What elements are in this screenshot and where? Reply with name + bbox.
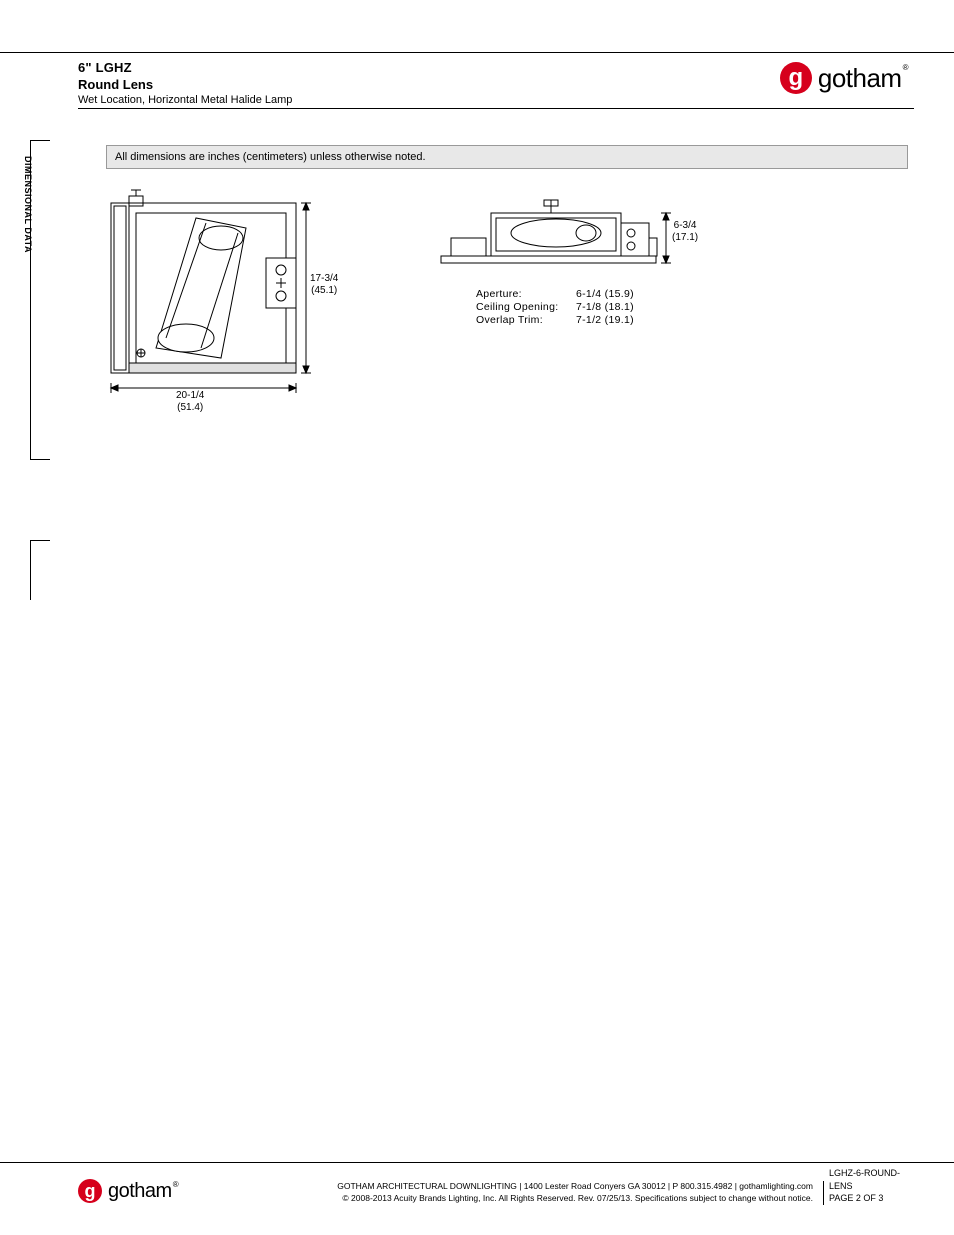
footer-line2: © 2008-2013 Acuity Brands Lighting, Inc.…	[324, 1193, 813, 1205]
product-subtitle: Round Lens	[78, 77, 292, 92]
side-tab-box	[30, 140, 50, 460]
diagram-right: 6-3/4(17.1)	[436, 188, 696, 283]
footer-page: PAGE 2 OF 3	[829, 1192, 914, 1205]
top-rule	[0, 52, 954, 53]
logo-wordmark: gotham®	[818, 63, 908, 94]
product-description: Wet Location, Horizontal Metal Halide La…	[78, 94, 292, 106]
dim-height-label: 17-3/4(45.1)	[310, 273, 338, 297]
header-rule	[78, 108, 914, 109]
footer-page-info: LGHZ-6-ROUND-LENS PAGE 2 OF 3	[829, 1167, 914, 1205]
logo-wordmark: gotham®	[108, 1180, 178, 1203]
logo-mark-icon: g	[780, 62, 812, 94]
footer-doc-code: LGHZ-6-ROUND-LENS	[829, 1167, 914, 1192]
footer-info: GOTHAM ARCHITECTURAL DOWNLIGHTING | 1400…	[324, 1181, 824, 1205]
spec-value: 6-1/4 (15.9)	[576, 288, 656, 300]
table-row: Ceiling Opening: 7-1/8 (18.1)	[476, 301, 656, 313]
brand-logo-bottom: g gotham®	[78, 1179, 178, 1203]
spec-label: Aperture:	[476, 288, 576, 300]
footer-rule	[0, 1162, 954, 1163]
spec-table: Aperture: 6-1/4 (15.9) Ceiling Opening: …	[476, 288, 656, 327]
spec-label: Overlap Trim:	[476, 314, 576, 326]
side-tab-label: DIMENSIONAL DATA	[23, 156, 33, 253]
spec-label: Ceiling Opening:	[476, 301, 576, 313]
header-text-block: 6" LGHZ Round Lens Wet Location, Horizon…	[78, 60, 292, 106]
table-row: Overlap Trim: 7-1/2 (19.1)	[476, 314, 656, 326]
spec-value: 7-1/2 (19.1)	[576, 314, 656, 326]
diagram-left: 17-3/4(45.1) 20-1/4(51.4)	[106, 188, 366, 413]
footer-line1: GOTHAM ARCHITECTURAL DOWNLIGHTING | 1400…	[324, 1181, 813, 1193]
spec-value: 7-1/8 (18.1)	[576, 301, 656, 313]
side-tab-box-2	[30, 540, 50, 600]
dim-width-label: 20-1/4(51.4)	[176, 390, 204, 414]
logo-mark-icon: g	[78, 1179, 102, 1203]
product-code: 6" LGHZ	[78, 60, 292, 75]
front-elevation-drawing	[106, 188, 366, 408]
table-row: Aperture: 6-1/4 (15.9)	[476, 288, 656, 300]
dim-right-height-label: 6-3/4(17.1)	[672, 220, 698, 244]
side-elevation-drawing	[436, 188, 696, 278]
brand-logo-top: g gotham®	[780, 62, 908, 94]
dimensions-note: All dimensions are inches (centimeters) …	[106, 145, 908, 169]
